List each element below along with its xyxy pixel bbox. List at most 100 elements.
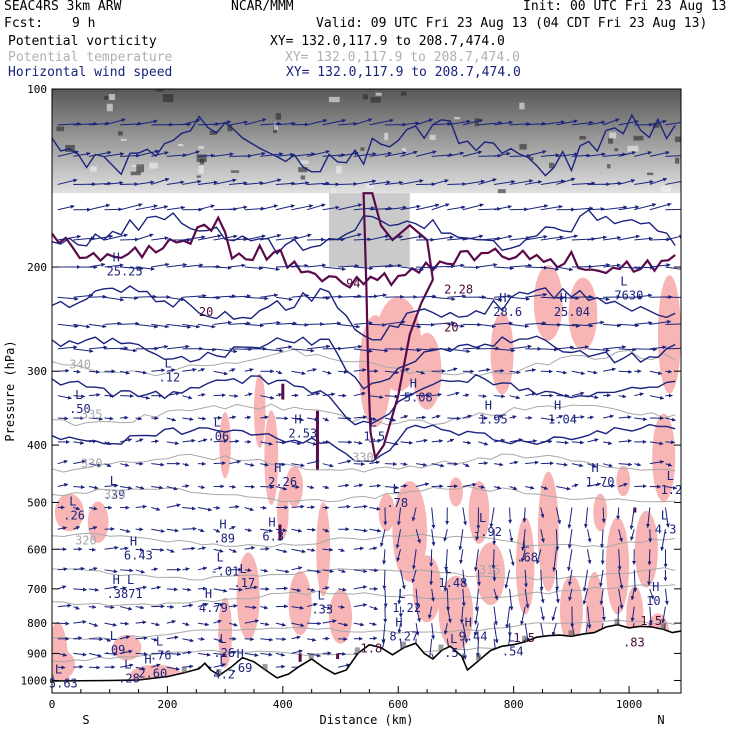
terrain-shading — [181, 666, 187, 673]
wind-vector — [229, 650, 237, 655]
wind-vector — [57, 121, 82, 126]
wind-vector — [400, 392, 415, 397]
extrema-label: 1.8 — [361, 642, 383, 656]
wind-vector — [369, 460, 381, 465]
theta-contour-label: 335 — [81, 407, 103, 421]
wind-vector — [462, 150, 483, 157]
wind-vector — [416, 415, 427, 420]
wind-vector — [88, 262, 106, 268]
wind-vector — [182, 150, 200, 157]
wind-vector — [291, 204, 314, 211]
init-label: Init: 00 UTC Fri 23 Aug 13 — [523, 0, 727, 14]
wind-vector — [571, 415, 585, 420]
pv-fill-region — [537, 471, 559, 592]
wind-vector — [322, 485, 330, 490]
wind-vector — [555, 588, 560, 604]
wind-vector — [229, 294, 252, 299]
wind-vector — [634, 462, 642, 467]
wind-vector — [415, 529, 421, 544]
extrema-kind: L — [75, 388, 82, 402]
wind-vector — [603, 345, 627, 350]
extrema-label: H10 — [646, 580, 660, 608]
wind-vector — [135, 294, 157, 299]
wind-vector — [307, 621, 322, 626]
wind-vector — [166, 587, 179, 592]
extrema-value: 1.5 — [363, 430, 385, 444]
wind-vector — [244, 323, 264, 328]
wind-vector — [260, 505, 267, 510]
wind-vector — [166, 619, 176, 624]
wind-vector — [665, 323, 681, 325]
wind-vector — [646, 507, 651, 528]
wind-vector — [166, 122, 192, 127]
extrema-value: 94 — [346, 277, 360, 291]
wind-vector — [508, 507, 513, 524]
wind-vector — [665, 180, 681, 185]
pv-fill-region — [236, 552, 260, 640]
stratosphere-texture — [198, 166, 204, 174]
wind-vector — [73, 620, 87, 624]
wind-vector — [478, 367, 491, 372]
extrema-kind: L — [317, 589, 324, 603]
pv-fill-region — [219, 412, 231, 479]
wind-vector — [603, 205, 628, 211]
wind-vector — [166, 391, 180, 397]
wind-vector — [353, 528, 368, 533]
wind-vector — [649, 460, 665, 465]
wind-vector — [587, 152, 606, 157]
wind-vector — [291, 622, 305, 628]
wind-vector — [567, 507, 573, 529]
wind-vector — [120, 237, 140, 242]
wind-vector — [384, 485, 400, 490]
wind-vector — [88, 547, 96, 552]
wind-vector — [462, 569, 467, 585]
wind-vector — [587, 263, 611, 268]
wind-vector — [135, 547, 144, 552]
wind-vector — [665, 369, 673, 374]
stratosphere-texture — [633, 135, 644, 141]
extrema-kind: H — [485, 399, 492, 413]
wind-vector — [213, 566, 223, 571]
wind-vector — [166, 635, 179, 640]
wind-vector — [525, 204, 549, 211]
wind-vector — [478, 441, 489, 446]
wind-vector — [88, 506, 98, 511]
wind-vector — [427, 606, 433, 619]
wind-vector — [229, 460, 241, 465]
wind-vector — [57, 204, 75, 211]
wind-vector — [571, 206, 594, 211]
wind-vector — [353, 585, 368, 590]
wind-vector — [582, 588, 589, 605]
extrema-label: 1.5 — [513, 631, 535, 645]
wind-vector — [400, 179, 424, 185]
pv-fill-region — [585, 571, 604, 648]
wind-vector — [275, 121, 296, 126]
wind-vector — [120, 415, 129, 420]
wind-vector — [135, 149, 160, 157]
extrema-label: H1.95 — [479, 399, 508, 427]
wind-vector — [244, 546, 256, 551]
wind-vector — [213, 652, 227, 657]
wind-vector — [447, 348, 471, 354]
y-tick-label: 600 — [27, 543, 47, 556]
stratosphere-texture — [275, 112, 282, 120]
extrema-kind: H — [652, 580, 659, 594]
wind-vector — [57, 368, 70, 373]
wind-vector — [493, 485, 502, 490]
extrema-kind: L — [479, 511, 486, 525]
wind-vector — [443, 569, 448, 592]
wind-vector — [509, 344, 532, 350]
stratosphere-texture — [198, 145, 204, 149]
wind-vector — [151, 585, 162, 590]
wind-vector — [571, 323, 594, 328]
wind-vector — [291, 484, 300, 489]
wind-vector — [57, 150, 79, 157]
extrema-kind: L — [219, 654, 226, 668]
wind-vector — [603, 393, 611, 398]
wind-vector — [416, 438, 428, 443]
stratosphere-texture — [120, 138, 127, 141]
wind-vector — [73, 151, 91, 157]
extrema-label: H2.26 — [268, 461, 297, 489]
extrema-value: .39 — [104, 488, 126, 502]
wind-vector — [599, 588, 604, 606]
